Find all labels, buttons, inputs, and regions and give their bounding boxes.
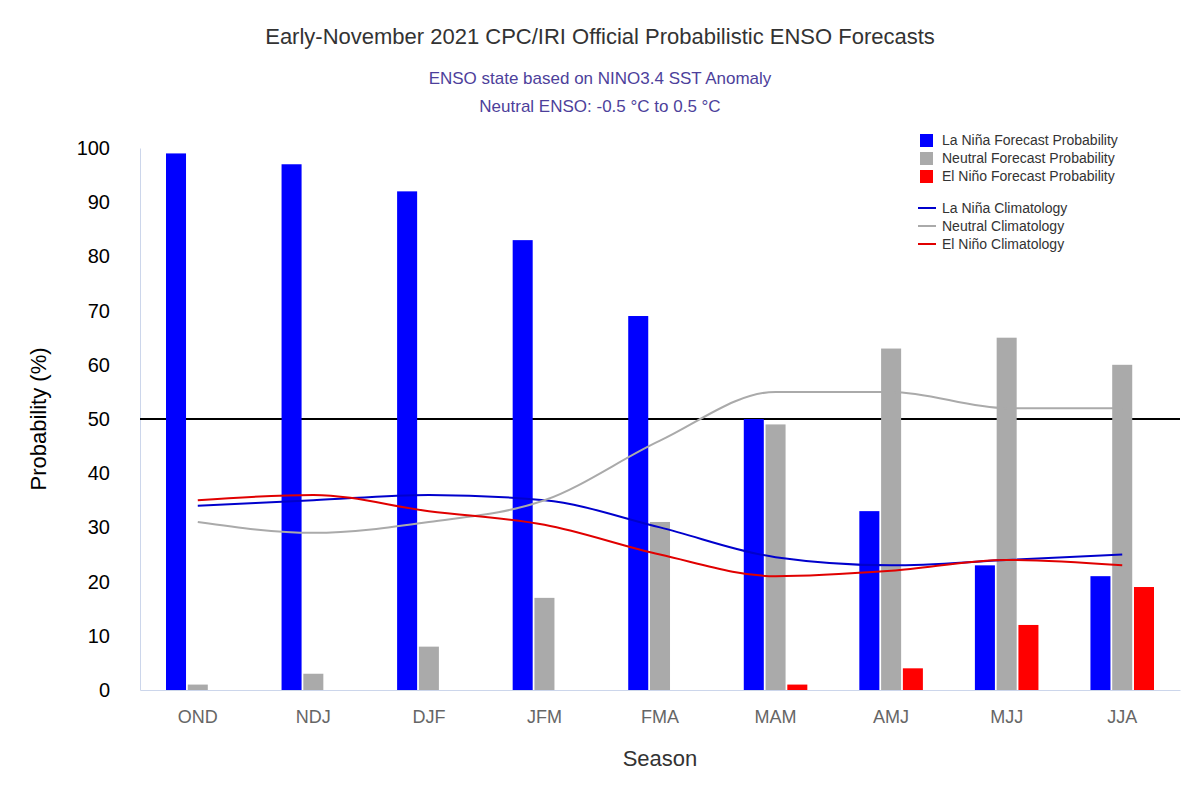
x-tick-label: FMA [641, 707, 679, 727]
x-tick: FMA [641, 690, 679, 727]
bar [787, 685, 807, 690]
legend-label: La Niña Forecast Probability [942, 132, 1118, 148]
x-tick-label: MJJ [990, 707, 1023, 727]
y-tick-label: 90 [88, 191, 110, 213]
bar [1090, 576, 1110, 690]
x-tick-label: MAM [755, 707, 797, 727]
x-tick: JFM [527, 690, 562, 727]
y-tick: 100 [77, 137, 140, 159]
subtitle: ENSO state based on NINO3.4 SST Anomaly [429, 69, 772, 88]
x-tick: MJJ [990, 690, 1023, 727]
y-tick: 20 [88, 571, 140, 593]
bar [1134, 587, 1154, 690]
y-tick-label: 50 [88, 408, 110, 430]
y-tick-label: 30 [88, 516, 110, 538]
plot-area [140, 153, 1180, 690]
y-tick-label: 20 [88, 571, 110, 593]
line [198, 392, 1122, 533]
bar [672, 690, 692, 691]
x-tick: MAM [755, 690, 797, 727]
y-tick-label: 60 [88, 354, 110, 376]
legend-label: Neutral Forecast Probability [942, 150, 1115, 166]
x-tick-label: AMJ [873, 707, 909, 727]
bar [650, 522, 670, 690]
bar [210, 690, 230, 691]
bar [166, 153, 186, 690]
bar [975, 565, 995, 690]
y-tick-label: 70 [88, 300, 110, 322]
y-tick: 10 [88, 625, 140, 647]
legend-symbol [918, 207, 936, 209]
y-tick: 90 [88, 191, 140, 213]
legend-symbol [920, 152, 933, 165]
bar [303, 674, 323, 690]
bar [997, 338, 1017, 690]
x-tick: NDJ [296, 690, 331, 727]
subtitle: Neutral ENSO: -0.5 °C to 0.5 °C [479, 97, 720, 116]
x-tick-label: DJF [412, 707, 445, 727]
x-axis-title: Season [623, 746, 698, 771]
title: Early-November 2021 CPC/IRI Official Pro… [265, 24, 935, 49]
bar [859, 511, 879, 690]
bar [556, 690, 576, 691]
x-tick-label: JFM [527, 707, 562, 727]
x-tick-label: JJA [1107, 707, 1137, 727]
x-tick: DJF [412, 690, 445, 727]
bar [628, 316, 648, 690]
legend-symbol [918, 243, 936, 245]
bar [881, 349, 901, 690]
x-tick: OND [178, 690, 218, 727]
legend-label: Neutral Climatology [942, 218, 1064, 234]
y-tick: 0 [99, 679, 140, 701]
legend-symbol [918, 225, 936, 227]
y-tick: 40 [88, 462, 140, 484]
y-axis: 0 10 20 30 40 50 60 70 80 90 100 [77, 137, 141, 701]
bar [282, 164, 302, 690]
y-tick: 60 [88, 354, 140, 376]
legend-label: El Niño Forecast Probability [942, 168, 1115, 184]
y-tick-label: 10 [88, 625, 110, 647]
y-tick-label: 0 [99, 679, 110, 701]
x-tick-label: OND [178, 707, 218, 727]
y-tick-label: 80 [88, 245, 110, 267]
bar-series [188, 338, 1132, 690]
legend: La Niña Forecast Probability Neutral Fore… [918, 132, 1118, 252]
bar [1018, 625, 1038, 690]
bar [1112, 365, 1132, 690]
bar [534, 598, 554, 690]
y-axis-title: Probability (%) [26, 347, 51, 490]
bar [397, 191, 417, 690]
line [198, 495, 1122, 576]
chart: Early-November 2021 CPC/IRI Official Pro… [0, 0, 1200, 800]
y-tick-label: 100 [77, 137, 110, 159]
x-tick: JJA [1107, 690, 1137, 727]
x-axis-line [141, 690, 1181, 691]
legend-label: El Niño Climatology [942, 236, 1064, 252]
legend-symbol [920, 170, 933, 183]
bar [441, 690, 461, 691]
bar-series [787, 587, 1154, 690]
x-tick: AMJ [873, 690, 909, 727]
bar [419, 647, 439, 690]
y-tick: 30 [88, 516, 140, 538]
x-axis: OND NDJ DJF JFM FMA MAM AMJ MJJ JJA [141, 690, 1181, 727]
bar [188, 685, 208, 690]
y-tick: 50 [88, 408, 140, 430]
bar [513, 240, 533, 690]
y-tick: 80 [88, 245, 140, 267]
legend-label: La Niña Climatology [942, 200, 1067, 216]
legend-symbol [920, 134, 933, 147]
bar [903, 668, 923, 690]
y-tick: 70 [88, 300, 140, 322]
bar-series [166, 153, 1110, 690]
x-tick-label: NDJ [296, 707, 331, 727]
bar [325, 690, 345, 691]
y-tick-label: 40 [88, 462, 110, 484]
